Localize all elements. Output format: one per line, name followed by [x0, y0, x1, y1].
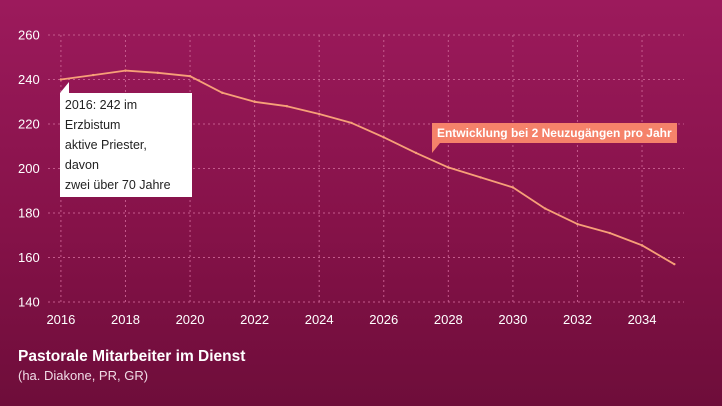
y-tick-label-160: 160: [18, 250, 40, 265]
y-tick-label-140: 140: [18, 295, 40, 310]
x-tick-label-2028: 2028: [434, 312, 463, 327]
data-point-2032: [576, 222, 579, 226]
x-tick-label-2018: 2018: [111, 312, 140, 327]
y-axis: 140 160 180 200 220 240 260: [18, 28, 40, 310]
priest-callout-line-3: zwei über 70 Jahre: [64, 177, 171, 192]
x-tick-label-2022: 2022: [240, 312, 269, 327]
data-point-2027: [414, 151, 418, 155]
priest-callout-line-2: aktive Priester, davon: [64, 137, 147, 172]
x-tick-label-2032: 2032: [563, 312, 592, 327]
data-point-2025: [350, 121, 353, 125]
data-point-2030: [511, 186, 515, 189]
data-point-2020: [188, 74, 192, 78]
data-point-2029: [479, 176, 482, 179]
trend-annotation: Entwicklung bei 2 Neuzugängen pro Jahr: [431, 122, 677, 143]
data-point-2033: [608, 231, 611, 235]
chart-title: Pastorale Mitarbeiter im Dienst: [18, 348, 246, 365]
series: [59, 69, 676, 266]
data-point-2016: [59, 78, 63, 81]
x-tick-label-2016: 2016: [46, 312, 75, 327]
x-tick-label-2034: 2034: [628, 312, 657, 327]
priest-callout-pointer: [59, 81, 69, 93]
data-point-2031: [543, 207, 547, 210]
data-point-2018: [124, 69, 127, 72]
data-point-2026: [382, 136, 385, 139]
x-tick-label-2026: 2026: [369, 312, 398, 327]
data-point-2023: [285, 105, 289, 108]
data-point-2021: [221, 91, 224, 95]
data-point-2022: [253, 100, 256, 103]
y-tick-label-200: 200: [18, 161, 40, 176]
y-tick-label-180: 180: [18, 206, 40, 221]
series-line-0: [60, 69, 676, 266]
x-tick-label-2020: 2020: [176, 312, 205, 327]
y-tick-label-220: 220: [18, 117, 40, 132]
priest-callout-line-1: 2016: 242 im Erzbistum: [64, 97, 138, 132]
trend-annotation-pointer: [431, 142, 440, 153]
chart-subtitle: (ha. Diakone, PR, GR): [18, 368, 149, 383]
x-tick-label-2024: 2024: [305, 312, 334, 327]
data-point-2024: [317, 112, 321, 116]
x-tick-label-2030: 2030: [498, 312, 527, 327]
data-point-2034: [640, 244, 644, 247]
priest-callout: 2016: 242 im Erzbistum aktive Priester, …: [59, 92, 192, 197]
data-point-2017: [91, 73, 95, 77]
data-point-2019: [156, 71, 159, 75]
y-tick-label-260: 260: [18, 28, 40, 43]
title-block: Pastorale Mitarbeiter im Dienst (ha. Dia…: [18, 347, 245, 385]
data-point-2035: [673, 262, 676, 266]
y-tick-label-240: 240: [18, 72, 40, 87]
x-axis: 2016 2018 2020 2022 2024 2026 2028 2030 2032 2034: [46, 312, 656, 327]
data-point-2028: [447, 166, 450, 169]
